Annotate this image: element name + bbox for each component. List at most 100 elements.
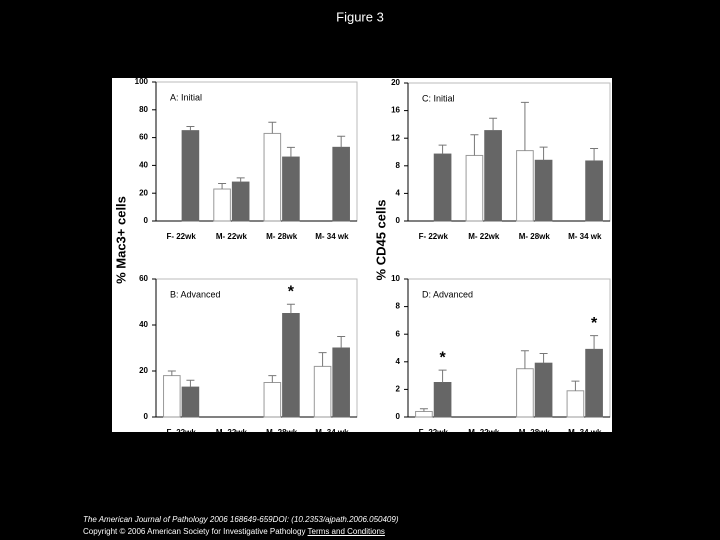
annotation: * (439, 349, 446, 366)
annotation: * (591, 315, 598, 332)
x-tick-label: M- 22wk (468, 232, 500, 241)
y-axis-label: % CD45 cells (373, 200, 388, 281)
y-tick-label: 40 (139, 320, 148, 329)
panel-title: D: Advanced (422, 289, 473, 299)
citation-text: The American Journal of Pathology 2006 1… (83, 515, 399, 524)
error-bar (520, 350, 529, 369)
bar (263, 132, 282, 222)
x-tick-label: F- 22wk (166, 428, 196, 437)
y-tick-label: 0 (144, 216, 149, 225)
y-tick-label: 0 (396, 216, 401, 225)
y-tick-label: 0 (144, 412, 149, 421)
y-tick-label: 60 (139, 274, 148, 283)
x-tick-label: F- 22wk (419, 428, 449, 437)
y-tick-label: 80 (139, 105, 148, 114)
y-tick-label: 100 (135, 77, 149, 86)
error-bar (268, 375, 277, 383)
bar (484, 130, 502, 222)
error-bar (186, 125, 195, 131)
error-bar (590, 148, 599, 161)
error-bar (236, 177, 245, 183)
x-tick-label: M- 22wk (468, 428, 500, 437)
x-tick-label: M- 34 wk (568, 428, 602, 437)
bar (213, 188, 231, 222)
error-bar (268, 121, 277, 134)
error-bar (419, 408, 428, 412)
bar (433, 153, 452, 222)
copyright: Copyright © 2006 American Society for In… (83, 527, 385, 536)
y-tick-label: 0 (396, 412, 401, 421)
bar (516, 368, 534, 418)
y-tick-label: 20 (391, 78, 400, 87)
citation: The American Journal of Pathology 2006 1… (83, 515, 398, 524)
error-bar (286, 303, 295, 314)
x-tick-label: F- 22wk (166, 232, 196, 241)
y-tick-label: 2 (396, 385, 401, 394)
error-bar (470, 134, 479, 156)
error-bar (539, 353, 548, 364)
y-tick-label: 10 (391, 274, 400, 283)
panel-title: A: Initial (170, 92, 202, 102)
copyright-text: Copyright © 2006 American Society for In… (83, 527, 306, 536)
y-tick-label: 16 (391, 106, 400, 115)
x-tick-label: M- 28wk (266, 428, 298, 437)
error-bar (318, 352, 327, 367)
error-bar (539, 146, 548, 161)
bar (465, 154, 484, 222)
slide-title: Figure 3 (336, 9, 384, 24)
error-bar (218, 182, 227, 190)
y-tick-label: 20 (139, 188, 148, 197)
bar (566, 390, 585, 418)
panel-title: C: Initial (422, 93, 455, 103)
bar (282, 313, 300, 418)
y-tick-label: 8 (396, 161, 401, 170)
error-bar (571, 380, 580, 391)
error-bar (286, 146, 295, 158)
x-tick-label: M- 28wk (519, 428, 551, 437)
bar (585, 160, 603, 222)
y-tick-label: 6 (396, 329, 401, 338)
terms-link[interactable]: Terms and Conditions (307, 527, 385, 536)
error-bar (489, 117, 498, 131)
bar (585, 348, 603, 418)
bar (415, 410, 433, 418)
error-bar (167, 370, 176, 376)
bar (231, 181, 250, 222)
error-bar (438, 144, 447, 155)
y-tick-label: 40 (139, 161, 148, 170)
x-tick-label: F- 22wk (419, 232, 449, 241)
error-bar (337, 336, 346, 348)
y-tick-label: 20 (139, 366, 148, 375)
error-bar (520, 101, 529, 151)
x-tick-label: M- 22wk (216, 232, 248, 241)
x-tick-label: M- 28wk (519, 232, 551, 241)
error-bar (438, 369, 447, 383)
bar (163, 375, 181, 418)
x-tick-label: M- 34 wk (315, 428, 349, 437)
bar (181, 130, 200, 222)
error-bar (590, 335, 599, 350)
y-tick-label: 12 (391, 133, 400, 142)
bar (433, 382, 452, 418)
bar (534, 159, 553, 222)
x-tick-label: M- 34 wk (315, 232, 349, 241)
bar (332, 146, 350, 222)
bar (282, 156, 300, 222)
error-bar (186, 379, 195, 388)
annotation: * (288, 284, 295, 301)
y-tick-label: 4 (396, 357, 401, 366)
bar (534, 362, 553, 418)
bar (263, 382, 282, 418)
x-tick-label: M- 28wk (266, 232, 298, 241)
y-axis-label: % Mac3+ cells (113, 196, 128, 284)
y-tick-label: 8 (396, 302, 401, 311)
y-tick-label: 4 (396, 189, 401, 198)
x-tick-label: M- 22wk (216, 428, 248, 437)
error-bar (337, 135, 346, 148)
bar (516, 150, 534, 222)
bar (332, 347, 350, 418)
x-tick-label: M- 34 wk (568, 232, 602, 241)
bar (313, 365, 332, 418)
